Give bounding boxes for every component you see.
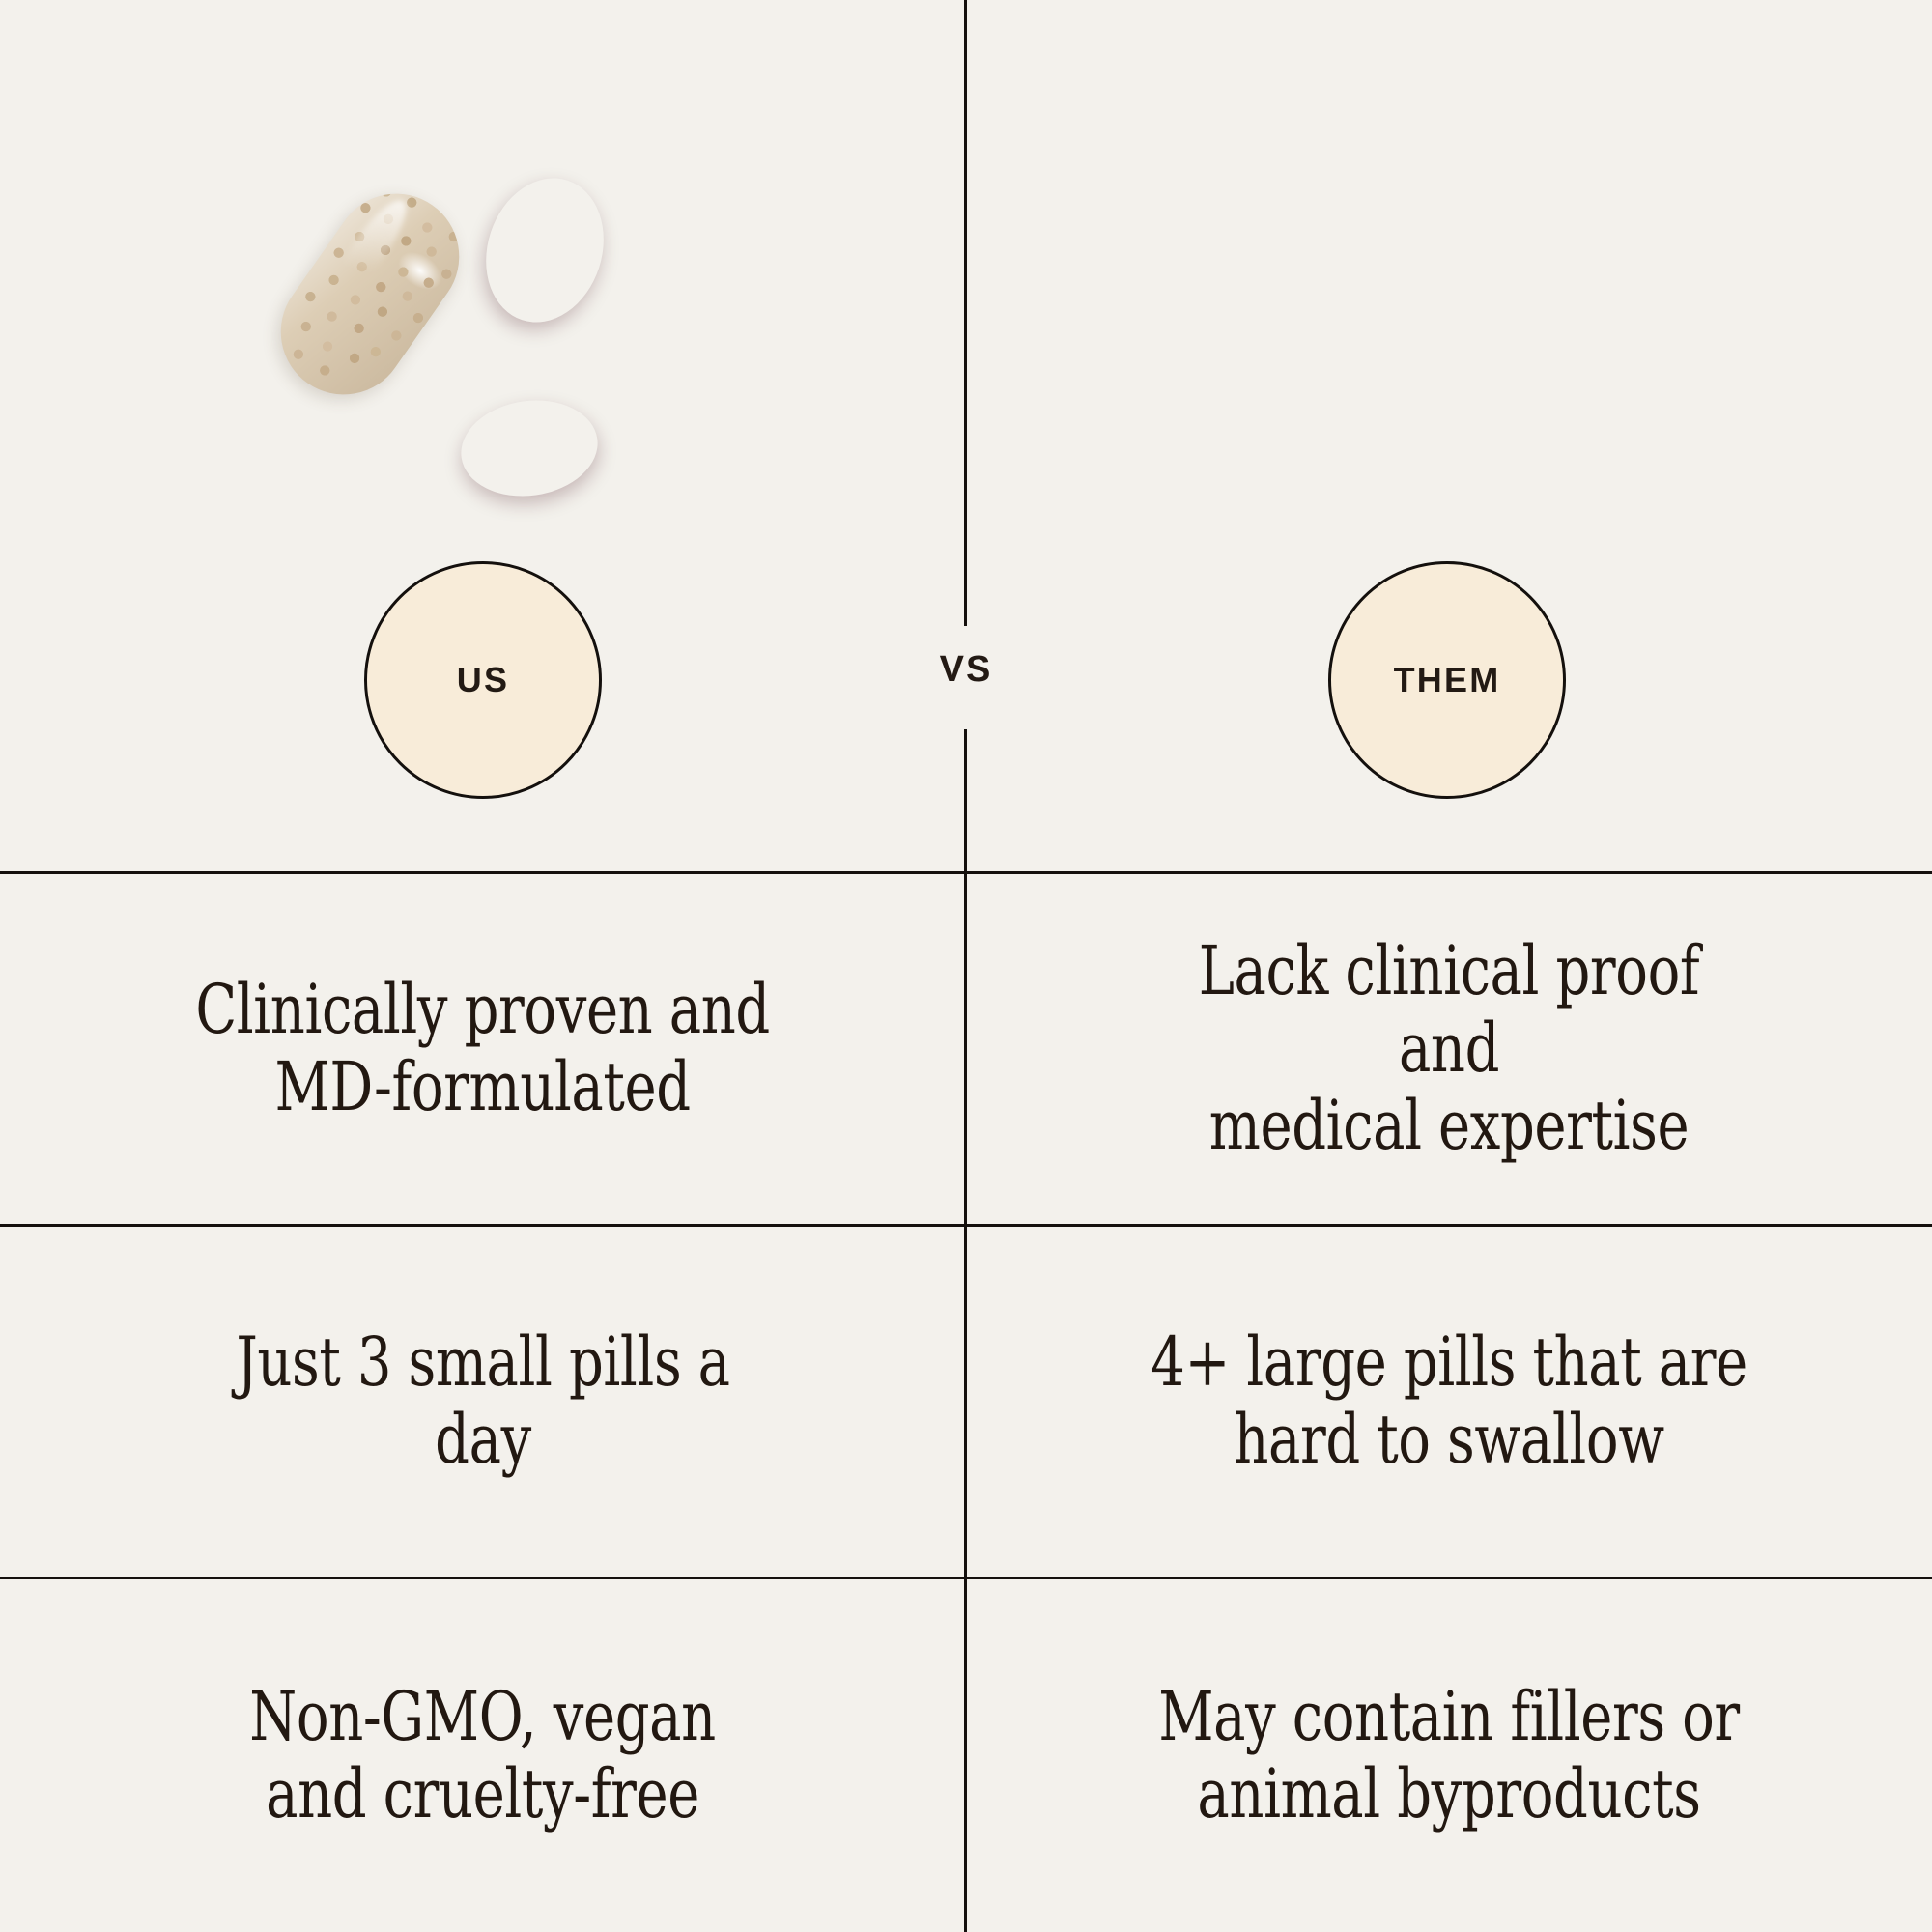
comparison-row-2: Just 3 small pills a day 4+ large pills … <box>0 1227 1932 1577</box>
vertical-divider-top <box>964 0 967 626</box>
badge-us: US <box>364 561 602 799</box>
horizontal-divider-1 <box>0 871 1932 874</box>
vertical-divider-row2 <box>964 1227 967 1577</box>
burgundy-softgel-pill-1 <box>468 162 621 337</box>
badge-them-label: THEM <box>1393 660 1501 699</box>
row-3-us-cell: Non-GMO, vegan and cruelty-free <box>0 1579 966 1932</box>
row-1-us-text: Clinically proven and MD-formulated <box>195 970 771 1126</box>
row-2-us-cell: Just 3 small pills a day <box>0 1227 966 1577</box>
capsule-beads <box>256 169 484 419</box>
vertical-divider-row1 <box>964 874 967 1224</box>
row-3-us-text: Non-GMO, vegan and cruelty-free <box>249 1676 717 1833</box>
row-3-them-text: May contain fillers or animal byproducts <box>1158 1676 1740 1833</box>
row-1-us-cell: Clinically proven and MD-formulated <box>0 874 966 1224</box>
row-1-them-cell: Lack clinical proof and medical expertis… <box>966 874 1932 1224</box>
horizontal-divider-2 <box>0 1224 1932 1227</box>
row-2-them-text: 4+ large pills that are hard to swallow <box>1151 1322 1747 1479</box>
row-2-us-text: Just 3 small pills a day <box>236 1322 730 1479</box>
row-2-them-cell: 4+ large pills that are hard to swallow <box>966 1227 1932 1577</box>
comparison-row-3: Non-GMO, vegan and cruelty-free May cont… <box>0 1579 1932 1932</box>
horizontal-divider-3 <box>0 1577 1932 1579</box>
badge-us-label: US <box>456 660 510 699</box>
row-3-them-cell: May contain fillers or animal byproducts <box>966 1579 1932 1932</box>
hero-them-product-image <box>966 0 1932 541</box>
hero-us-product-image <box>0 0 966 541</box>
row-1-them-text: Lack clinical proof and medical expertis… <box>1198 931 1700 1165</box>
bead-capsule-pill <box>256 169 484 419</box>
vertical-divider-row3 <box>964 1579 967 1932</box>
vertical-divider-mid <box>964 729 967 874</box>
vs-label: VS <box>939 649 993 690</box>
comparison-row-1: Clinically proven and MD-formulated Lack… <box>0 874 1932 1224</box>
badge-them: THEM <box>1328 561 1566 799</box>
burgundy-softgel-pill-2 <box>455 392 604 505</box>
